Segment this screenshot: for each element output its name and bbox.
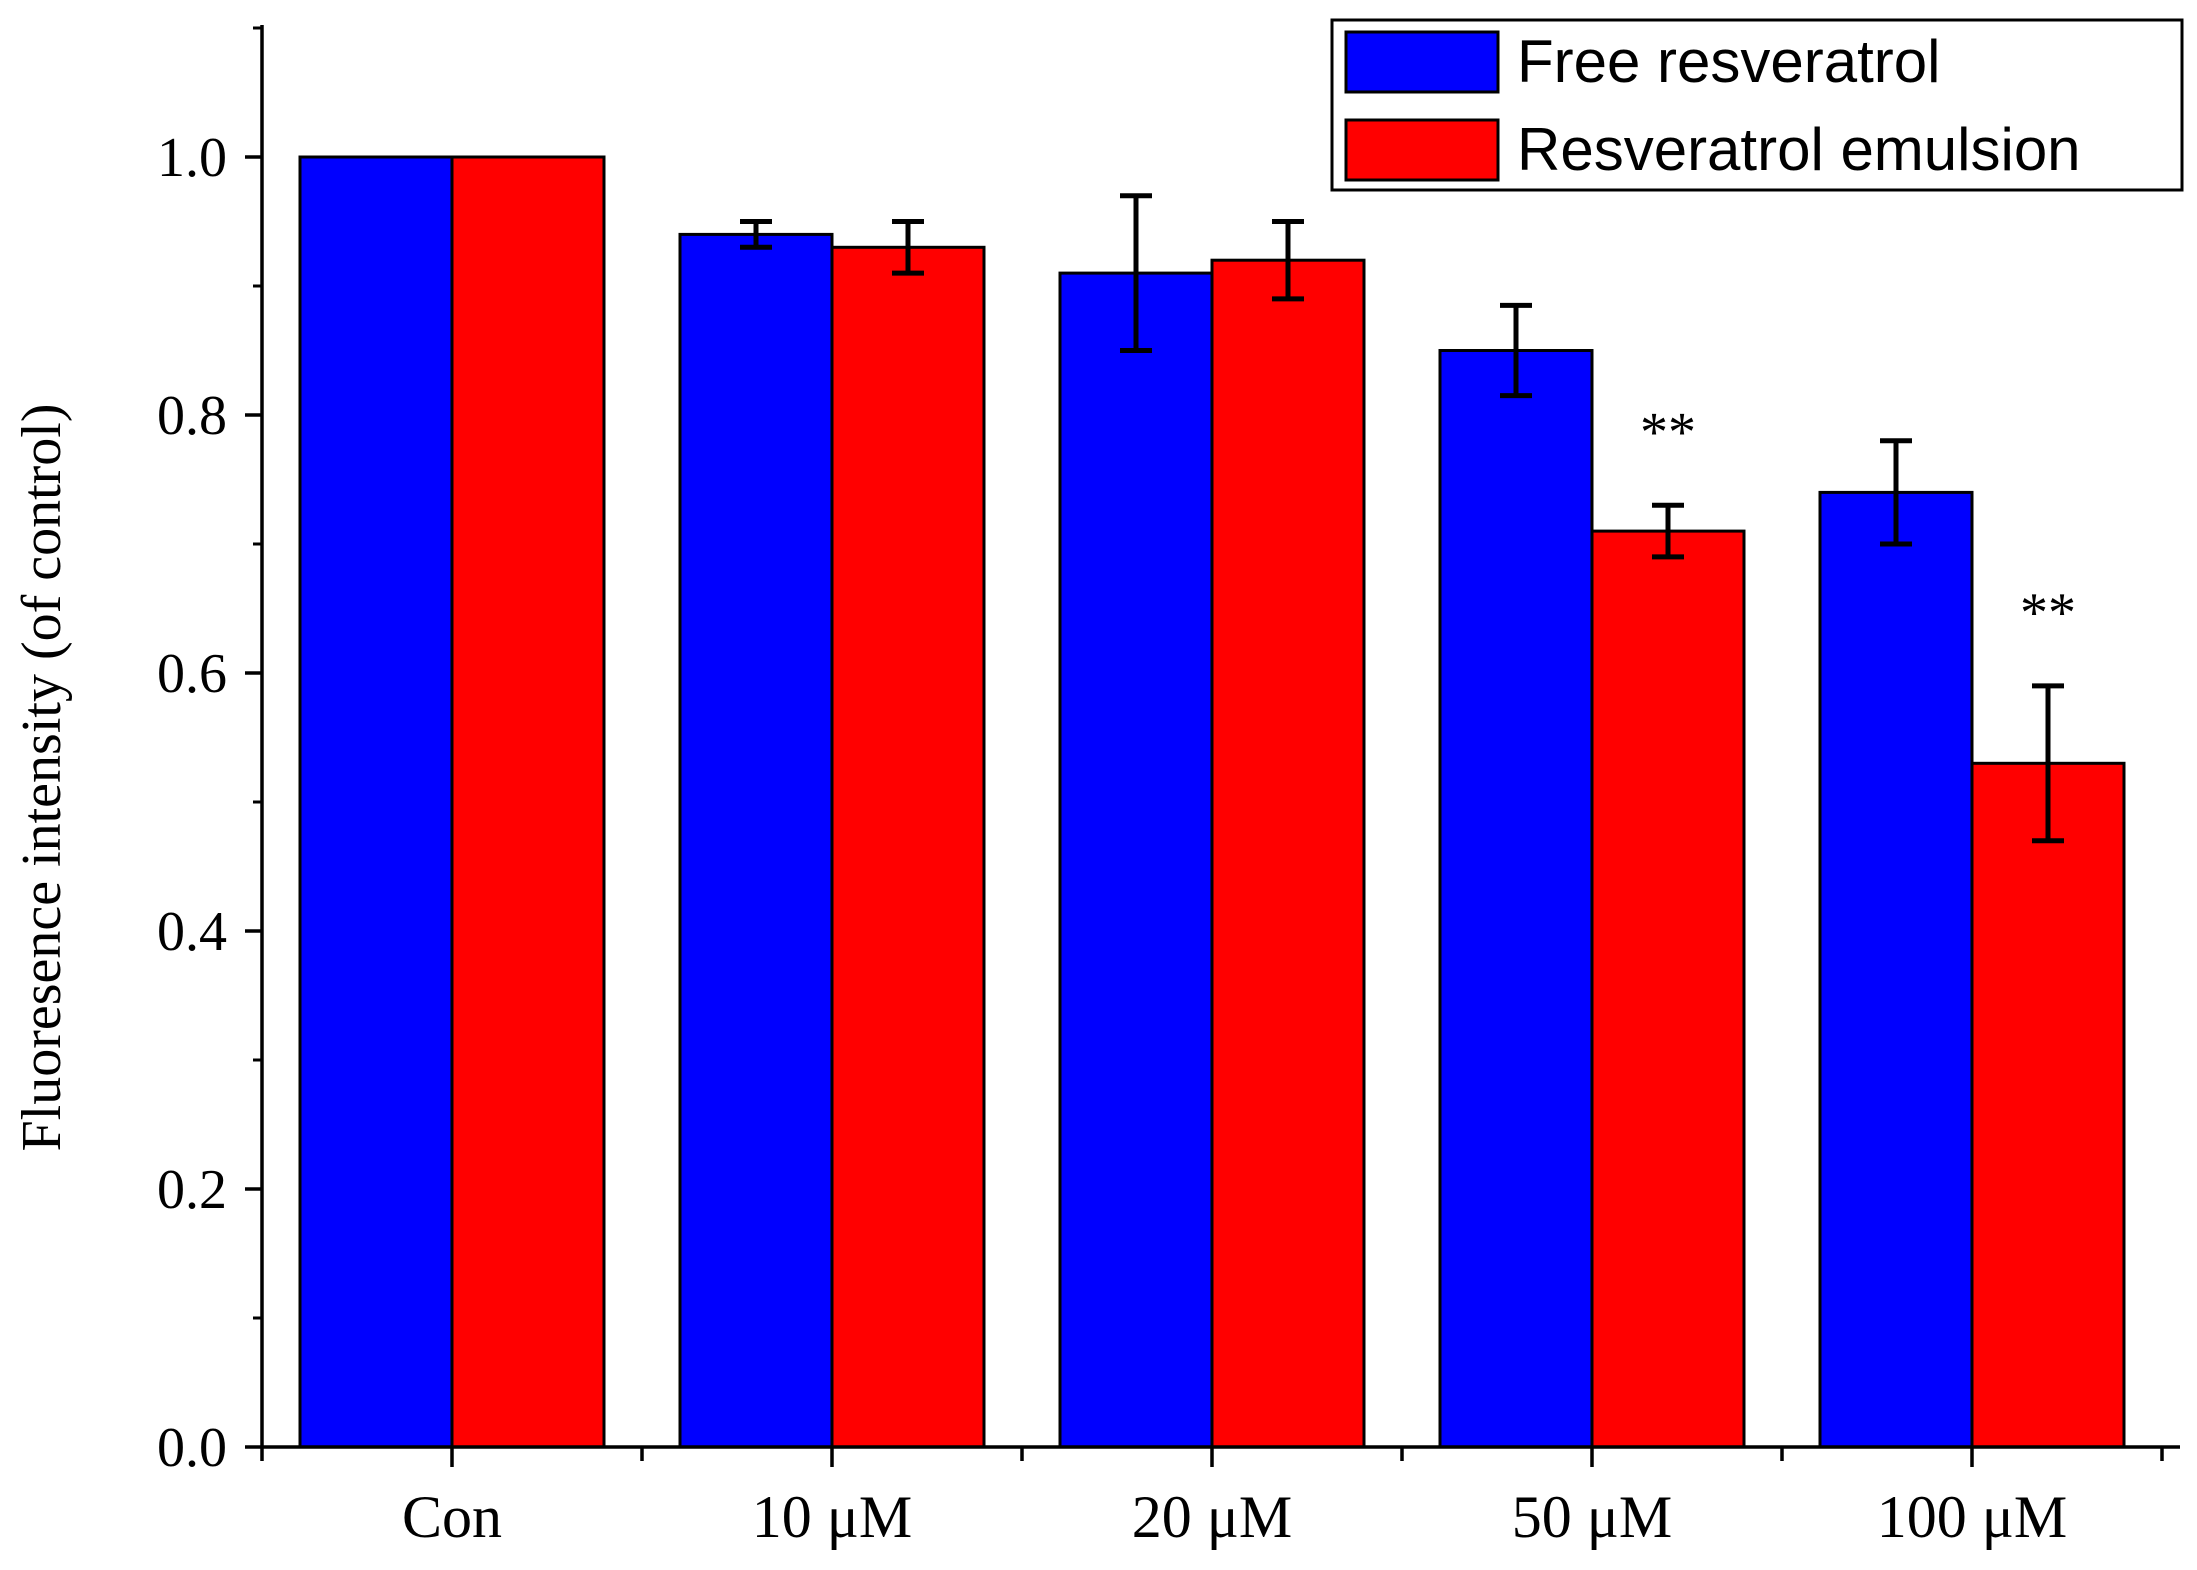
- y-tick-label: 1.0: [157, 127, 227, 189]
- x-tick-label: Con: [402, 1484, 502, 1550]
- x-tick-label: 100 μM: [1877, 1484, 2068, 1550]
- bar-resveratrol-emulsion: [1970, 761, 2126, 1449]
- significance-marker: **: [1640, 401, 1696, 463]
- bar-resveratrol-emulsion: [1210, 258, 1366, 1449]
- bar-resveratrol-emulsion: [830, 245, 986, 1449]
- bar-resveratrol-emulsion: [1590, 529, 1746, 1449]
- bar-resveratrol-emulsion: [450, 155, 606, 1449]
- bar-free-resveratrol: [678, 232, 834, 1449]
- y-tick-label: 0.2: [157, 1159, 227, 1221]
- y-axis-label: Fluoresence intensity (of control): [11, 403, 73, 1151]
- ticks-layer: 0.0 0.2 0.4 0.6 0.8 1.0 Con 10 μM 20 μM 50 μM 100 …: [157, 26, 2164, 1550]
- legend-items: Free resveratrol Resveratrol emulsion: [1344, 28, 2081, 183]
- x-tick-label: 20 μM: [1132, 1484, 1293, 1550]
- y-tick-label: 0.8: [157, 385, 227, 447]
- bar-free-resveratrol: [1818, 490, 1974, 1449]
- legend-label: Free resveratrol: [1517, 28, 1940, 95]
- y-tick-label: 0.6: [157, 643, 227, 705]
- bar-free-resveratrol: [1438, 349, 1594, 1449]
- legend: Free resveratrol Resveratrol emulsion: [1330, 18, 2184, 192]
- significance-marker: **: [2020, 582, 2076, 644]
- y-tick-label: 0.0: [157, 1417, 227, 1479]
- error-bars-layer: [740, 193, 2064, 844]
- legend-swatch-free-resveratrol: [1344, 30, 1500, 94]
- bar-free-resveratrol: [298, 155, 454, 1449]
- x-tick-label: 50 μM: [1512, 1484, 1673, 1550]
- y-tick-label: 0.4: [157, 901, 227, 963]
- bar-free-resveratrol: [1058, 271, 1214, 1449]
- annotations-layer: ** **: [1640, 401, 2076, 644]
- legend-swatch-resveratrol-emulsion: [1344, 118, 1500, 182]
- legend-label: Resveratrol emulsion: [1517, 116, 2081, 183]
- axes-layer: [260, 25, 2180, 1449]
- x-tick-label: 10 μM: [752, 1484, 913, 1550]
- bars-layer: [298, 155, 2126, 1449]
